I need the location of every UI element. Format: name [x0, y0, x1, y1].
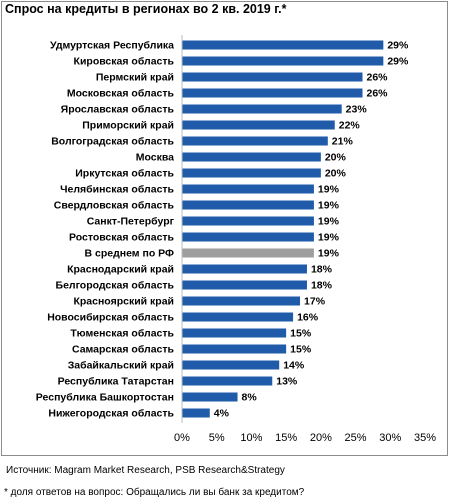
bar	[182, 280, 307, 290]
value-label: 20%	[325, 168, 347, 180]
category-label: Забайкальский край	[68, 360, 174, 372]
bar	[182, 216, 314, 226]
category-label: Свердловская область	[54, 200, 175, 212]
x-tick-label: 30%	[379, 432, 401, 444]
value-label: 29%	[387, 56, 409, 68]
bar	[182, 376, 273, 386]
category-label: Удмуртская Республика	[50, 40, 174, 52]
bar	[182, 312, 294, 322]
bar	[182, 360, 280, 370]
category-label: В среднем по РФ	[85, 248, 175, 260]
value-label: 26%	[367, 72, 389, 84]
bar	[182, 120, 335, 130]
footnote: * доля ответов на вопрос: Обращались ли …	[4, 487, 305, 498]
value-label: 19%	[318, 216, 340, 228]
bar	[182, 104, 342, 114]
bar-chart: Удмуртская Республика Кировская область Пе…	[36, 35, 436, 444]
bar	[182, 296, 301, 306]
chart-title: Спрос на кредиты в регионах во 2 кв. 201…	[5, 2, 287, 16]
source-note: Источник: Magram Market Research, PSB Re…	[6, 465, 285, 476]
category-label: Волгоградская область	[51, 136, 174, 148]
chart-frame	[1, 1, 448, 456]
value-label: 19%	[318, 184, 340, 196]
category-label: Кировская область	[74, 56, 175, 68]
category-label: Тюменская область	[70, 328, 174, 340]
bar	[182, 168, 321, 178]
bar	[182, 136, 328, 146]
category-label: Краснодарский край	[67, 264, 174, 276]
value-label: 18%	[311, 280, 333, 292]
value-label: 15%	[290, 344, 312, 356]
bar	[182, 328, 287, 338]
x-tick-label: 5%	[209, 432, 225, 444]
x-tick-label: 0%	[174, 432, 190, 444]
category-label: Приморский край	[82, 120, 174, 132]
category-label: Московская область	[67, 88, 175, 100]
bar	[182, 56, 384, 66]
category-label: Республика Башкортостан	[36, 392, 174, 404]
value-label: 13%	[276, 376, 298, 388]
category-label: Пермский край	[96, 72, 174, 84]
x-tick-label: 20%	[310, 432, 332, 444]
bar	[182, 248, 314, 258]
value-labels-layer: 29% 29% 26% 26% 23% 22% 21% 20% 20% 19% 19% 19% 19% 1…	[214, 40, 409, 420]
x-tick-label: 15%	[275, 432, 297, 444]
value-label: 19%	[318, 232, 340, 244]
value-label: 21%	[332, 136, 354, 148]
bar	[182, 72, 363, 82]
bar	[182, 392, 238, 402]
x-axis: 0% 5% 10% 15% 20% 25% 30% 35%	[174, 35, 436, 444]
category-label: Челябинская область	[60, 184, 174, 196]
category-label: Республика Татарстан	[58, 376, 174, 388]
bar	[182, 408, 210, 418]
bar	[182, 40, 384, 50]
value-label: 20%	[325, 152, 347, 164]
category-label: Красноярский край	[73, 296, 174, 308]
bar	[182, 264, 307, 274]
value-label: 22%	[339, 120, 361, 132]
value-label: 4%	[214, 408, 230, 420]
bar	[182, 232, 314, 242]
value-label: 18%	[311, 264, 333, 276]
bar	[182, 200, 314, 210]
value-label: 14%	[283, 360, 305, 372]
bar	[182, 344, 287, 354]
bar	[182, 88, 363, 98]
bar	[182, 152, 321, 162]
bars-layer	[182, 40, 384, 418]
category-label: Иркутская область	[75, 168, 174, 180]
value-label: 26%	[367, 88, 389, 100]
value-label: 17%	[304, 296, 326, 308]
x-tick-label: 25%	[345, 432, 367, 444]
category-label: Санкт-Петербург	[87, 216, 175, 228]
value-label: 15%	[290, 328, 312, 340]
category-label: Самарская область	[72, 344, 175, 356]
value-label: 8%	[242, 392, 258, 404]
category-label: Белгородская область	[56, 280, 175, 292]
category-label: Ростовская область	[69, 232, 175, 244]
value-label: 19%	[318, 248, 340, 260]
value-label: 19%	[318, 200, 340, 212]
value-label: 23%	[346, 104, 368, 116]
category-label: Ярославская область	[61, 104, 175, 116]
value-label: 29%	[387, 40, 409, 52]
value-label: 16%	[297, 312, 319, 324]
category-label: Москва	[136, 152, 174, 164]
category-label: Нижегородская область	[48, 408, 174, 420]
category-label: Новосибирская область	[47, 312, 174, 324]
category-labels-layer: Удмуртская Республика Кировская область Пе…	[36, 40, 175, 420]
x-tick-label: 35%	[414, 432, 436, 444]
x-tick-label: 10%	[240, 432, 262, 444]
bar	[182, 184, 314, 194]
